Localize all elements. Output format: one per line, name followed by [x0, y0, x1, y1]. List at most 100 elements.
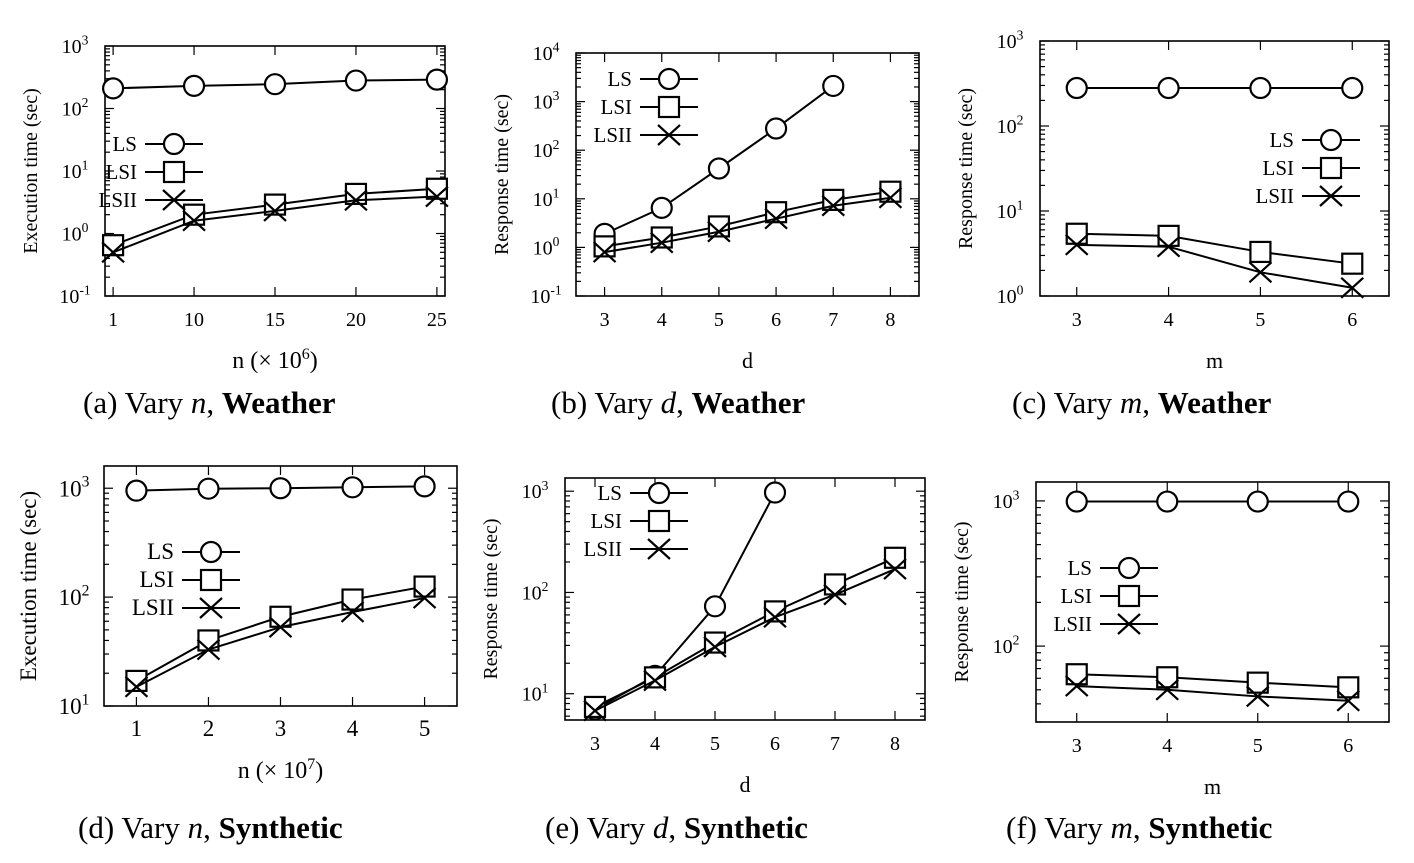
point-LSII — [1155, 678, 1179, 701]
legend-label-LS: LS — [607, 67, 632, 91]
point-LSI — [1337, 676, 1360, 699]
y-tick-label: 101 — [533, 185, 560, 210]
point-LSI — [341, 588, 364, 611]
legend-label-LS: LS — [1067, 556, 1092, 580]
point-LSII — [764, 207, 788, 230]
point-LSII — [883, 558, 907, 580]
point-LSII — [182, 209, 206, 232]
point-LSI — [344, 182, 368, 206]
point-LSI — [1246, 671, 1269, 694]
point-LSII — [878, 186, 903, 209]
y-tick-label: 10-1 — [59, 283, 90, 308]
legend-marker-LSI — [647, 509, 671, 533]
y-tick-label: 100 — [62, 220, 89, 245]
point-LSII — [268, 616, 293, 638]
chart-panel-4: 101 102 103 3 4 5 6 7 8 d Response time (sec) LS LSI… — [480, 477, 926, 797]
y-axis-title: Response time (sec) — [491, 94, 513, 255]
legend-label-LSII: LSII — [132, 595, 174, 620]
legend-marker-LSII — [199, 597, 223, 619]
point-LSI — [413, 575, 436, 598]
point-LS — [197, 477, 220, 500]
point-LSII — [1156, 235, 1181, 258]
series-line-LSI — [1076, 232, 1353, 265]
legend-label-LSII: LSII — [594, 123, 633, 147]
x-tick-label: 5 — [1255, 309, 1265, 331]
x-tick-label: 5 — [419, 716, 431, 741]
y-tick-label: 100 — [533, 234, 560, 259]
x-tick-label: 8 — [890, 733, 900, 755]
series-line-LSII — [1076, 685, 1349, 702]
series-line-LSII — [594, 568, 896, 712]
y-tick-label: 101 — [59, 691, 90, 719]
y-axis-title: Response time (sec) — [480, 518, 502, 679]
point-LSII — [340, 601, 365, 623]
point-LS — [425, 68, 449, 91]
legend-marker-LS — [1319, 128, 1343, 152]
x-tick-label: 15 — [265, 309, 285, 331]
legend-marker-LS — [162, 132, 186, 156]
y-tick-label: 103 — [62, 33, 89, 58]
point-LS — [263, 73, 287, 96]
x-tick-label: 6 — [1343, 735, 1353, 757]
chart-panel-5: 102 103 3 4 5 6 m Response time (sec) LS LSI LSII — [951, 481, 1390, 799]
legend-marker-LSII — [1319, 185, 1343, 207]
y-tick-label: 10-1 — [530, 283, 561, 308]
x-tick-label: 3 — [590, 733, 600, 755]
x-tick-label: 1 — [131, 716, 143, 741]
x-axis-title: m — [1206, 348, 1223, 373]
y-tick-label: 102 — [533, 137, 560, 162]
point-LS — [413, 475, 436, 498]
point-LSII — [344, 189, 368, 212]
point-LSII — [196, 638, 221, 661]
point-LS — [1246, 490, 1269, 513]
point-LSII — [823, 583, 847, 606]
point-LSII — [1064, 675, 1089, 697]
point-LSI — [1249, 240, 1272, 264]
x-axis-title: d — [740, 772, 751, 797]
legend-label-LSI: LSI — [591, 509, 623, 533]
point-LSI — [883, 546, 907, 569]
point-LS — [101, 77, 125, 100]
point-LS — [1156, 490, 1179, 513]
point-LSI — [1065, 222, 1088, 245]
x-tick-label: 3 — [600, 309, 610, 331]
x-tick-label: 10 — [184, 309, 204, 331]
y-tick-label: 100 — [997, 283, 1024, 308]
x-tick-label: 25 — [427, 309, 447, 331]
point-LSI — [1065, 663, 1088, 686]
point-LS — [1157, 76, 1180, 100]
y-tick-label: 103 — [533, 88, 560, 113]
point-LSII — [650, 231, 674, 254]
point-LSII — [592, 241, 617, 263]
point-LSII — [583, 699, 607, 722]
point-LSII — [124, 676, 149, 698]
legend-label-LSI: LSI — [601, 95, 633, 119]
legend-marker-LS — [199, 540, 223, 564]
subfigure-caption: (e) Vary d, Synthetic — [545, 810, 808, 845]
y-tick-label: 104 — [533, 40, 560, 65]
legend-marker-LSI — [657, 95, 681, 119]
x-tick-label: 1 — [108, 309, 118, 331]
point-LSII — [821, 194, 845, 217]
legend-marker-LSII — [162, 189, 186, 211]
legend-label-LSII: LSII — [584, 537, 623, 561]
x-tick-label: 20 — [346, 309, 366, 331]
x-tick-label: 4 — [1162, 735, 1172, 757]
x-tick-label: 3 — [1072, 735, 1082, 757]
legend-label-LSI: LSI — [140, 567, 175, 592]
legend-marker-LSI — [199, 568, 223, 592]
point-LSI — [1341, 252, 1364, 275]
legend-label-LSII: LSII — [1054, 612, 1093, 636]
x-axis-title: n (× 107) — [238, 756, 324, 784]
point-LS — [1341, 76, 1364, 100]
series-line-LS — [594, 492, 776, 711]
y-tick-label: 103 — [522, 478, 549, 503]
chart-panel-0: 10-1 100 101 102 103 1 10 15 20 25 n (× 106) Execut… — [20, 33, 449, 374]
plot-frame — [564, 477, 926, 721]
y-tick-label: 103 — [59, 474, 90, 502]
x-tick-label: 7 — [828, 309, 838, 331]
point-LSII — [425, 185, 449, 208]
x-tick-label: 5 — [710, 733, 720, 755]
point-LSII — [1065, 234, 1089, 256]
